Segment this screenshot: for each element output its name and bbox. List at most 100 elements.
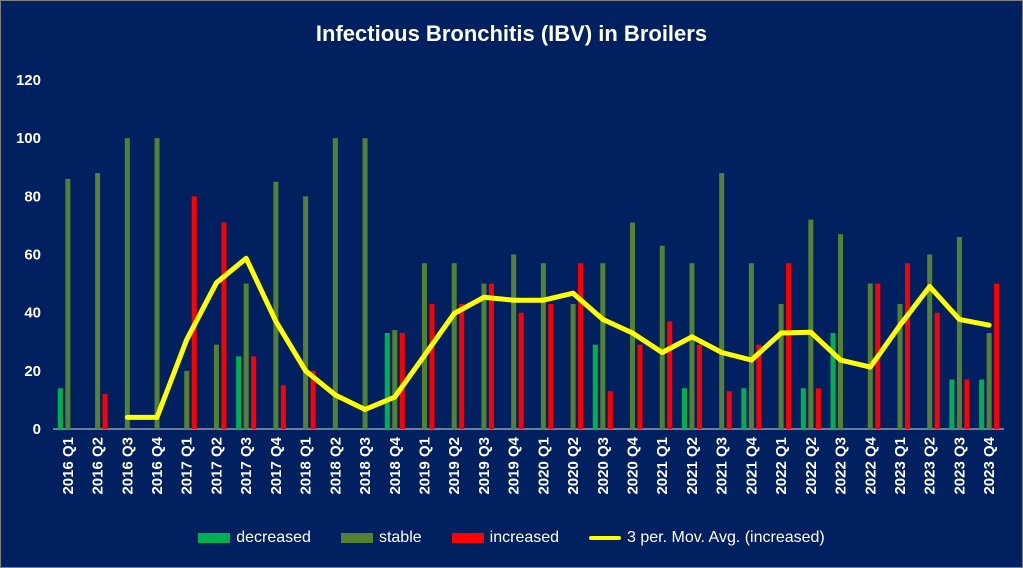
bar-decreased	[830, 333, 836, 429]
moving-average-line	[124, 255, 992, 420]
y-tick-label: 80	[24, 188, 41, 205]
bar-decreased	[949, 379, 955, 429]
bar-stable	[124, 138, 130, 429]
x-tick-label: 2023 Q3	[951, 437, 968, 495]
x-tick-label: 2021 Q1	[654, 437, 671, 495]
bar-stable	[630, 222, 636, 429]
x-tick-label: 2023 Q4	[981, 436, 998, 494]
bar-increased	[548, 303, 554, 429]
legend-item: decreased	[198, 529, 311, 547]
legend-label: stable	[378, 529, 422, 546]
bar-decreased	[236, 356, 242, 429]
bar-stable	[213, 344, 219, 429]
bar-stable	[332, 138, 338, 429]
bar-decreased	[681, 388, 687, 429]
x-tick-label: 2019 Q2	[446, 437, 463, 495]
legend-swatch	[451, 533, 484, 543]
x-tick-label: 2023 Q2	[922, 437, 939, 495]
bar-stable	[481, 283, 487, 429]
bar-increased	[964, 379, 970, 429]
bar-increased	[221, 222, 227, 429]
bar-stable	[838, 234, 844, 429]
bar-increased	[399, 333, 405, 429]
bar-increased	[934, 312, 940, 429]
bar-increased	[994, 283, 1000, 429]
bar-stable	[778, 303, 784, 429]
x-tick-label: 2020 Q3	[595, 437, 612, 495]
bar-decreased	[592, 344, 598, 429]
legend-swatch	[340, 533, 373, 543]
legend-item: 3 per. Mov. Avg. (increased)	[589, 529, 825, 547]
bar-stable	[659, 245, 665, 429]
bar-stable	[897, 303, 903, 429]
bar-increased	[518, 312, 524, 429]
bar-increased	[280, 385, 286, 429]
x-tick-label: 2018 Q1	[298, 437, 315, 495]
bar-increased	[191, 196, 197, 429]
bar-increased	[310, 370, 316, 429]
bar-stable	[273, 181, 279, 429]
x-tick-label: 2019 Q3	[476, 437, 493, 495]
y-tick-label: 100	[16, 130, 41, 147]
y-tick-label: 0	[33, 421, 41, 438]
bar-increased	[815, 388, 821, 429]
x-tick-label: 2016 Q3	[119, 437, 136, 495]
bar-stable	[956, 237, 962, 429]
bar-increased	[726, 391, 732, 429]
bar-stable	[511, 254, 517, 429]
x-tick-label: 2020 Q2	[565, 437, 582, 495]
y-tick-label: 20	[24, 363, 41, 380]
x-tick-label: 2017 Q3	[238, 437, 255, 495]
y-tick-label: 120	[16, 72, 41, 89]
x-tick-label: 2018 Q3	[357, 437, 374, 495]
bar-decreased	[741, 388, 747, 429]
x-tick-label: 2018 Q2	[327, 437, 344, 495]
legend-swatch	[589, 536, 622, 540]
bar-stable	[748, 263, 754, 429]
chart-title: Infectious Bronchitis (IBV) in Broilers	[315, 21, 708, 46]
x-tick-label: 2022 Q3	[833, 437, 850, 495]
bar-decreased	[979, 379, 985, 429]
bar-decreased	[800, 388, 806, 429]
x-tick-label: 2018 Q4	[387, 436, 404, 494]
bar-increased	[102, 394, 108, 429]
bar-stable	[867, 283, 873, 429]
x-tick-label: 2017 Q4	[268, 436, 285, 494]
bar-increased	[251, 356, 257, 429]
x-tick-label: 2016 Q2	[90, 437, 107, 495]
bar-stable	[184, 370, 190, 429]
bar-stable	[570, 303, 576, 429]
legend-item: stable	[340, 529, 422, 547]
bar-decreased	[57, 388, 63, 429]
legend-swatch	[198, 533, 231, 543]
x-tick-label: 2016 Q1	[60, 437, 77, 495]
x-tick-label: 2021 Q2	[684, 437, 701, 495]
x-tick-label: 2016 Q4	[149, 436, 166, 494]
bar-increased	[429, 303, 435, 429]
bar-decreased	[384, 333, 390, 429]
bar-increased	[756, 344, 762, 429]
bar-increased	[786, 263, 792, 429]
legend-item: increased	[451, 529, 560, 547]
legend-label: decreased	[236, 529, 311, 546]
x-tick-label: 2017 Q1	[179, 437, 196, 495]
legend: decreased stable increased 3 per. Mov. Avg.…	[1, 526, 1022, 550]
bar-stable	[362, 138, 368, 429]
y-tick-label: 60	[24, 247, 41, 264]
x-tick-label: 2022 Q2	[803, 437, 820, 495]
bar-increased	[667, 321, 673, 429]
bar-stable	[808, 219, 814, 429]
x-tick-label: 2022 Q1	[773, 437, 790, 495]
x-tick-label: 2019 Q1	[416, 437, 433, 495]
bar-increased	[578, 263, 584, 429]
x-tick-label: 2020 Q4	[625, 436, 642, 494]
bar-stable	[719, 173, 725, 429]
legend-label: increased	[489, 529, 560, 546]
bar-stable	[65, 178, 71, 429]
bar-stable	[303, 196, 309, 429]
bar-stable	[600, 263, 606, 429]
bar-stable	[451, 263, 457, 429]
y-tick-label: 40	[24, 305, 41, 322]
